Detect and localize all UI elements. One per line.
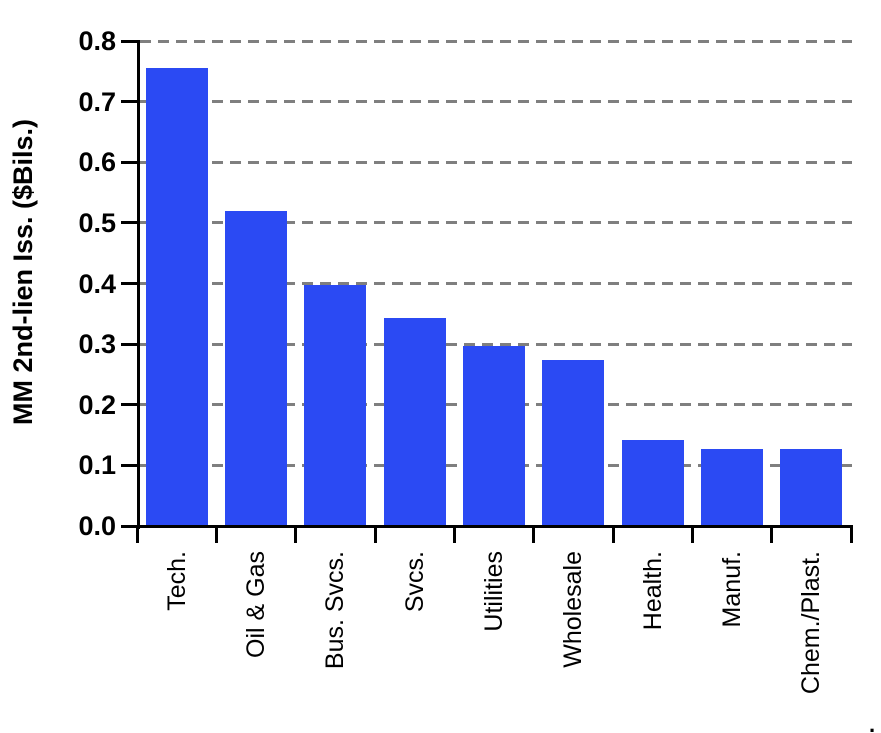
y-tick-label: 0.7 <box>78 86 116 117</box>
y-tick-label: 0.1 <box>78 450 116 481</box>
y-tick-label: 0.4 <box>78 268 116 299</box>
gridline <box>140 282 852 285</box>
bar-chem-plast <box>780 449 843 526</box>
bar-svcs <box>383 318 446 526</box>
y-tick-label: 0.8 <box>78 26 116 56</box>
y-tick-label: 0.5 <box>78 207 116 238</box>
x-tick-label: Utilities <box>480 551 508 632</box>
y-tick-label: 0.0 <box>78 511 116 541</box>
x-axis-tick <box>611 526 615 543</box>
y-axis-tick <box>121 463 140 467</box>
y-axis-tick <box>121 160 140 164</box>
x-tick-label: Manuf. <box>718 551 746 628</box>
y-axis-tick <box>121 39 140 43</box>
bar-health <box>621 439 684 526</box>
y-axis-tick <box>121 342 140 346</box>
x-axis-tick <box>373 526 377 543</box>
x-tick-label: Bus. Svcs. <box>321 551 350 670</box>
gridline <box>140 221 852 225</box>
x-tick-label: Chem./Plast. <box>797 551 826 695</box>
gridline <box>140 160 852 164</box>
x-axis-tick <box>690 526 694 543</box>
y-axis-tick <box>121 221 140 225</box>
bar-wholesale <box>542 360 605 526</box>
bar-manuf <box>701 449 763 526</box>
x-tick-label: Svcs. <box>400 551 429 613</box>
gridline <box>140 342 852 346</box>
x-axis-tick <box>770 526 774 543</box>
y-axis-tick <box>121 524 140 528</box>
x-axis-tick <box>452 526 456 543</box>
y-axis-tick <box>121 282 140 285</box>
x-tick-label: Health. <box>638 551 667 631</box>
x-axis-tick <box>532 526 536 543</box>
bar-oil-gas <box>225 210 287 526</box>
x-axis-tick <box>135 526 139 543</box>
y-tick-label: 0.6 <box>78 147 116 178</box>
x-axis-tick <box>849 526 853 543</box>
bar-tech <box>145 68 208 526</box>
y-axis-tick <box>121 100 140 104</box>
gridline <box>140 100 852 104</box>
bar-utilities <box>463 345 525 526</box>
y-tick-label: 0.3 <box>78 329 116 360</box>
y-tick-label: 0.2 <box>78 389 116 420</box>
x-tick-label: Oil & Gas <box>242 551 270 658</box>
corner-mark: . <box>869 712 876 733</box>
gridline <box>140 39 852 43</box>
x-axis-tick <box>294 526 298 543</box>
x-tick-label: Wholesale <box>559 551 588 668</box>
x-axis-tick <box>214 526 218 543</box>
y-axis-tick <box>121 403 140 407</box>
x-axis-line <box>122 524 853 528</box>
bar-bus-svcs <box>304 284 367 526</box>
x-tick-label: Tech. <box>162 551 191 611</box>
